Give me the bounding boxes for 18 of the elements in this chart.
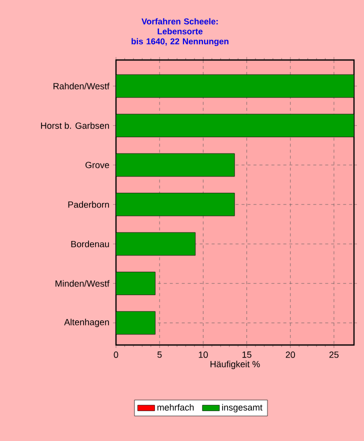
x-tick-label: 20 xyxy=(286,352,295,358)
x-tick-label: 10 xyxy=(198,352,208,358)
x-tick-label: 25 xyxy=(329,352,339,358)
y-tick-label: Altenhagen xyxy=(64,318,109,328)
y-tick-label: Paderborn xyxy=(68,201,109,208)
x-tick-label: 5 xyxy=(157,352,162,358)
y-tick-label: Grove xyxy=(86,162,110,168)
x-tick-label: 0 xyxy=(114,352,118,358)
chart-title: Vorfahren Scheele: Lebensorte xyxy=(142,18,218,34)
legend-label: insgesamt xyxy=(222,404,262,412)
y-tick-label: Rahden/Westf xyxy=(54,82,110,90)
x-axis-title: Häufigkeit % xyxy=(210,360,260,370)
y-tick-label: Bordenau xyxy=(71,240,109,248)
chart-subtitle: bis 1640, 22 Nennungen xyxy=(132,38,228,46)
y-tick-label: Horst b. Garbsen xyxy=(41,122,109,129)
y-tick-label: Minden/Westf xyxy=(56,280,110,287)
legend-label: mehrfach xyxy=(157,404,194,411)
x-tick-label: 15 xyxy=(242,352,252,358)
